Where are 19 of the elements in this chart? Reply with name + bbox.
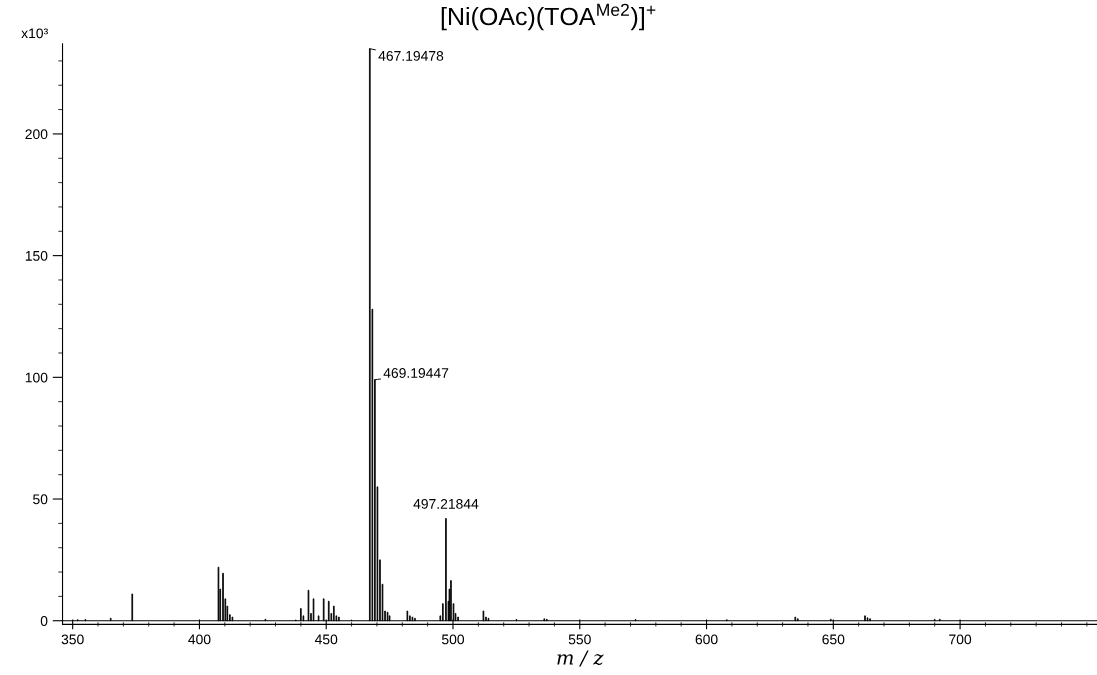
y-tick-label: 200 bbox=[25, 129, 48, 140]
x-tick-label: 700 bbox=[949, 634, 972, 645]
x-tick-label: 450 bbox=[314, 634, 338, 645]
y-axis-title: x10³ bbox=[21, 28, 48, 39]
x-tick-label: 500 bbox=[441, 634, 465, 645]
chart-title: [Ni(OAc)(TOA$^{Me2}$)]$^{+}$ bbox=[441, 3, 656, 31]
x-tick-label: 550 bbox=[568, 634, 591, 645]
y-tick-label: 100 bbox=[25, 372, 48, 383]
annotation: 467.19478 bbox=[378, 50, 444, 61]
x-tick-label: 400 bbox=[188, 634, 211, 645]
y-tick-label: 150 bbox=[25, 250, 48, 261]
annotation: 469.19447 bbox=[383, 368, 449, 378]
y-tick-label: 50 bbox=[33, 494, 48, 505]
annotation: 497.21844 bbox=[413, 498, 479, 509]
x-tick-label: 350 bbox=[61, 634, 84, 645]
y-tick-label: 0 bbox=[40, 616, 48, 626]
x-tick-label: 650 bbox=[822, 634, 845, 645]
x-tick-label: 600 bbox=[695, 634, 718, 645]
x-axis-title: m / z bbox=[557, 650, 604, 667]
